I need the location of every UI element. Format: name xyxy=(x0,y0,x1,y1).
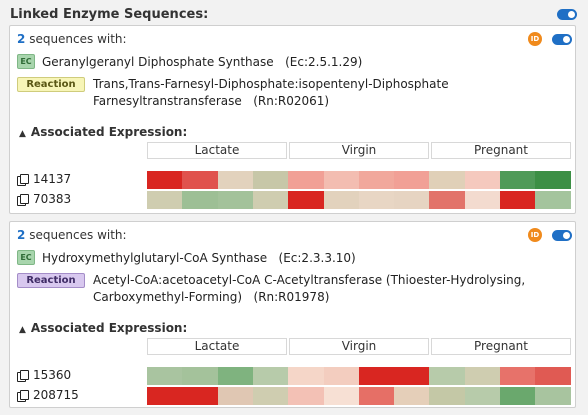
heatmap-cell[interactable] xyxy=(323,386,360,405)
heatmap-cell[interactable] xyxy=(182,367,219,385)
enzyme-row: EC Geranylgeranyl Diphosphate Synthase (… xyxy=(17,54,362,69)
heatmap-cell[interactable] xyxy=(500,190,536,209)
heatmap-cell[interactable] xyxy=(252,190,289,209)
reaction-badge: Reaction xyxy=(17,77,85,92)
section-toggle-switch[interactable] xyxy=(557,9,577,20)
column-header-lactate: Lactate xyxy=(147,338,287,355)
heatmap-cell[interactable] xyxy=(288,190,324,209)
heatmap-cell[interactable] xyxy=(500,367,536,385)
heatmap-cell[interactable] xyxy=(182,190,219,209)
heatmap-cell[interactable] xyxy=(323,367,360,385)
card-toggle-switch[interactable] xyxy=(552,230,572,241)
heatmap-cell[interactable] xyxy=(217,367,254,385)
associated-expression-heading[interactable]: ▲ Associated Expression: xyxy=(19,321,187,335)
sequence-count: 2 sequences with: xyxy=(17,32,127,46)
ec-badge: EC xyxy=(17,54,35,69)
id-icon[interactable]: ID xyxy=(528,32,542,46)
heatmap-cell[interactable] xyxy=(464,386,501,405)
heatmap-cell[interactable] xyxy=(288,386,324,405)
heatmap-cell[interactable] xyxy=(429,171,466,189)
heatmap-cell[interactable] xyxy=(394,386,430,405)
copy-icon[interactable] xyxy=(17,389,29,402)
heatmap-cell[interactable] xyxy=(394,367,430,385)
reaction-badge: Reaction xyxy=(17,273,85,288)
heatmap-cell[interactable] xyxy=(358,367,395,385)
copy-icon[interactable] xyxy=(17,193,29,206)
section-title: Linked Enzyme Sequences: xyxy=(10,7,209,22)
gene-row: 15360 xyxy=(17,368,71,382)
heatmap-cell[interactable] xyxy=(252,367,289,385)
heatmap-cell[interactable] xyxy=(464,367,501,385)
column-header-virgin: Virgin xyxy=(289,338,429,355)
count-number: 2 xyxy=(17,32,26,46)
heatmap-cell[interactable] xyxy=(182,386,219,405)
heatmap-cell[interactable] xyxy=(323,190,360,209)
id-icon[interactable]: ID xyxy=(528,228,542,242)
enzyme-card: 2 sequences with: ID EC Hydroxymethylglu… xyxy=(9,221,576,408)
column-header-lactate: Lactate xyxy=(147,142,287,159)
copy-icon[interactable] xyxy=(17,173,29,186)
heatmap-cell[interactable] xyxy=(535,367,572,385)
sequence-count: 2 sequences with: xyxy=(17,228,127,242)
ec-badge: EC xyxy=(17,250,35,265)
gene-id[interactable]: 15360 xyxy=(33,368,72,382)
gene-row: 208715 xyxy=(17,388,79,402)
heatmap-cell[interactable] xyxy=(464,190,501,209)
column-header-virgin: Virgin xyxy=(289,142,429,159)
gene-id[interactable]: 14137 xyxy=(33,172,72,186)
heatmap-cell[interactable] xyxy=(147,171,183,189)
associated-expression-heading[interactable]: ▲ Associated Expression: xyxy=(19,125,187,139)
assoc-label: Associated Expression: xyxy=(30,125,188,139)
enzyme-row: EC Hydroxymethylglutaryl-CoA Synthase (E… xyxy=(17,250,356,265)
heatmap-cell[interactable] xyxy=(535,171,572,189)
heatmap-cell[interactable] xyxy=(358,386,395,405)
caret-up-icon: ▲ xyxy=(19,325,26,335)
reaction-text[interactable]: Acetyl-CoA:acetoacetyl-CoA C-Acetyltrans… xyxy=(93,273,530,304)
enzyme-name[interactable]: Hydroxymethylglutaryl-CoA Synthase (Ec:2… xyxy=(42,250,356,265)
caret-up-icon: ▲ xyxy=(19,129,26,139)
heatmap-cell[interactable] xyxy=(147,386,183,405)
count-suffix: sequences with: xyxy=(29,228,127,242)
heatmap-cell[interactable] xyxy=(252,386,289,405)
heatmap-cell[interactable] xyxy=(147,367,183,385)
linked-enzyme-header: Linked Enzyme Sequences: xyxy=(0,0,588,28)
heatmap-cell[interactable] xyxy=(182,171,219,189)
heatmap-cell[interactable] xyxy=(394,171,430,189)
heatmap-cell[interactable] xyxy=(500,171,536,189)
heatmap-cell[interactable] xyxy=(535,190,572,209)
column-header-pregnant: Pregnant xyxy=(431,338,571,355)
enzyme-name[interactable]: Geranylgeranyl Diphosphate Synthase (Ec:… xyxy=(42,54,363,69)
heatmap-cell[interactable] xyxy=(323,171,360,189)
gene-id[interactable]: 208715 xyxy=(33,388,79,402)
count-number: 2 xyxy=(17,228,26,242)
heatmap-cell[interactable] xyxy=(394,190,430,209)
heatmap-cell[interactable] xyxy=(217,171,254,189)
count-suffix: sequences with: xyxy=(29,32,127,46)
heatmap-cell[interactable] xyxy=(288,367,324,385)
heatmap-cell[interactable] xyxy=(429,367,466,385)
gene-row: 70383 xyxy=(17,192,71,206)
column-header-pregnant: Pregnant xyxy=(431,142,571,159)
heatmap-cell[interactable] xyxy=(252,171,289,189)
reaction-text[interactable]: Trans,Trans-Farnesyl-Diphosphate:isopent… xyxy=(93,77,453,108)
heatmap-cell[interactable] xyxy=(500,386,536,405)
enzyme-card: 2 sequences with: ID EC Geranylgeranyl D… xyxy=(9,25,576,214)
heatmap-cell[interactable] xyxy=(464,171,501,189)
heatmap-cell[interactable] xyxy=(358,171,395,189)
heatmap-cell[interactable] xyxy=(535,386,572,405)
heatmap-cell[interactable] xyxy=(429,386,466,405)
heatmap-cell[interactable] xyxy=(147,190,183,209)
heatmap-cell[interactable] xyxy=(288,171,324,189)
heatmap-cell[interactable] xyxy=(429,190,466,209)
heatmap-cell[interactable] xyxy=(217,386,254,405)
heatmap-cell[interactable] xyxy=(217,190,254,209)
card-toggle-switch[interactable] xyxy=(552,34,572,45)
copy-icon[interactable] xyxy=(17,369,29,382)
gene-id[interactable]: 70383 xyxy=(33,192,72,206)
heatmap-cell[interactable] xyxy=(358,190,395,209)
gene-row: 14137 xyxy=(17,172,71,186)
assoc-label: Associated Expression: xyxy=(30,321,188,335)
